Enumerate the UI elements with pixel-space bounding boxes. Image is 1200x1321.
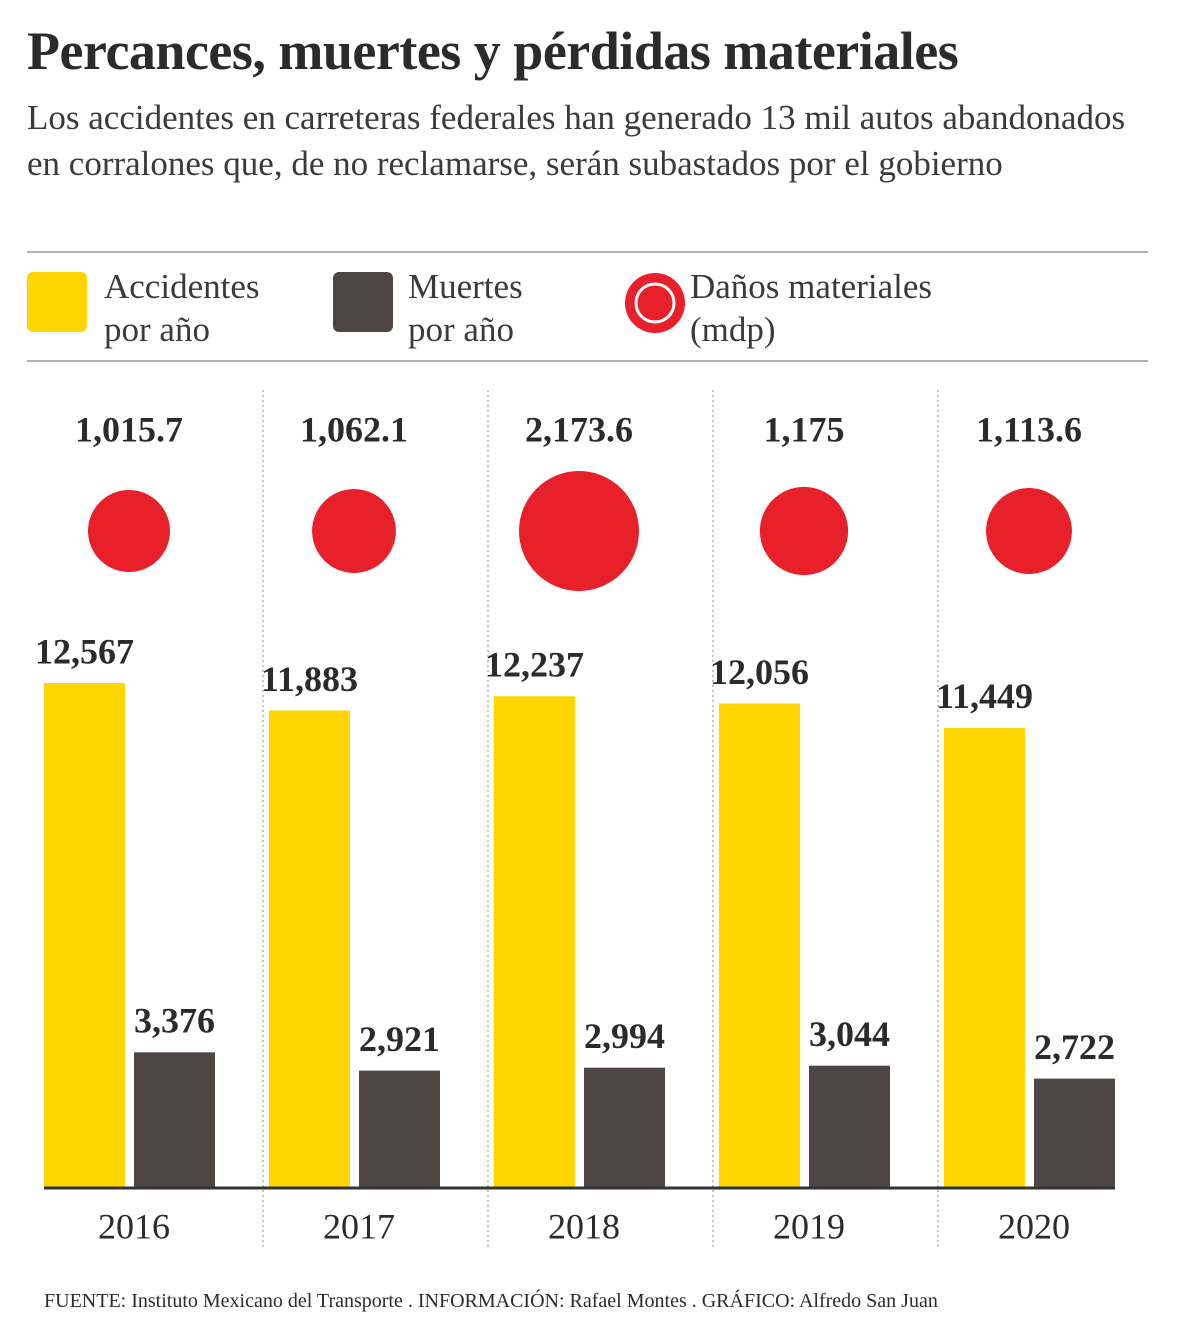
- x-tick-label: 2020: [998, 1206, 1070, 1246]
- data-label: 12,237: [485, 645, 584, 685]
- data-label: 12,056: [710, 652, 809, 692]
- legend-swatch: [625, 273, 685, 333]
- bubble: [986, 488, 1072, 574]
- data-label: 11,883: [261, 659, 358, 699]
- data-label: 2,994: [584, 1016, 665, 1056]
- chart-subtitle: Los accidentes en carreteras federales h…: [27, 98, 1126, 183]
- x-tick-label: 2018: [548, 1206, 620, 1246]
- data-label: 1,015.7: [75, 409, 183, 449]
- bubble: [759, 486, 849, 576]
- bar: [134, 1052, 215, 1188]
- legend-swatch: [333, 272, 393, 332]
- bar: [1034, 1078, 1115, 1188]
- bar: [494, 696, 575, 1188]
- x-tick-label: 2019: [773, 1206, 845, 1246]
- bubble: [519, 471, 639, 591]
- chart-title: Percances, muertes y pérdidas materiales: [27, 21, 959, 81]
- source-note: FUENTE: Instituto Mexicano del Transport…: [44, 1290, 938, 1312]
- bar: [944, 727, 1025, 1188]
- legend-swatch: [27, 272, 87, 332]
- bar: [44, 683, 125, 1188]
- legend-label: Accidentes por año: [104, 267, 260, 349]
- data-label: 2,921: [359, 1019, 440, 1059]
- legend-label: Daños materiales (mdp): [690, 267, 932, 349]
- bar: [809, 1065, 890, 1188]
- bubble: [87, 489, 171, 573]
- bar: [719, 703, 800, 1188]
- bar: [584, 1067, 665, 1188]
- data-label: 3,044: [809, 1014, 890, 1054]
- data-label: 1,113.6: [976, 409, 1082, 449]
- data-label: 1,062.1: [300, 409, 408, 449]
- x-tick-label: 2017: [323, 1206, 395, 1246]
- legend-icons: [27, 272, 685, 333]
- data-label: 2,173.6: [525, 409, 633, 449]
- data-label: 2,722: [1034, 1027, 1115, 1067]
- data-label: 3,376: [134, 1001, 215, 1041]
- data-label: 1,175: [764, 409, 845, 449]
- bar: [359, 1070, 440, 1188]
- bubble: [312, 489, 396, 573]
- bar: [269, 710, 350, 1188]
- data-label: 12,567: [35, 631, 134, 671]
- data-label: 11,449: [936, 676, 1033, 716]
- legend-icon-ring: [634, 282, 676, 324]
- x-tick-label: 2016: [98, 1206, 170, 1246]
- legend-label: Muertes por año: [408, 267, 523, 349]
